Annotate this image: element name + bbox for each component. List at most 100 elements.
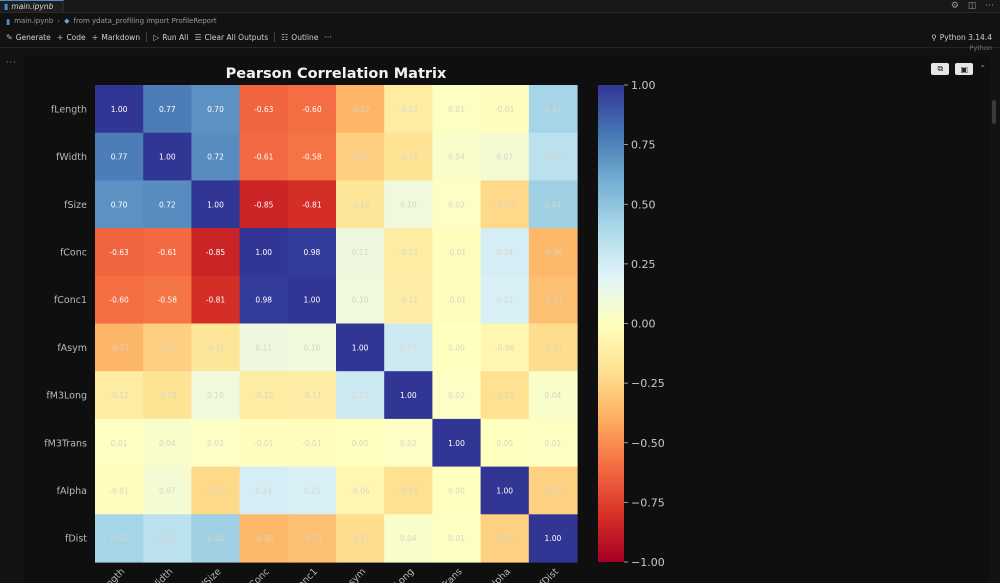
- heatmap-value-label: -0.61: [254, 153, 274, 162]
- colorbar-tick-label: 0.00: [631, 318, 656, 331]
- heatmap-value-label: -0.33: [543, 296, 563, 305]
- toolbar-more-button[interactable]: ···: [324, 33, 331, 42]
- heatmap-cell: [432, 371, 482, 420]
- heatmap-cell: [191, 85, 241, 134]
- heatmap-cell: [384, 323, 433, 372]
- heatmap-cell: [528, 323, 578, 372]
- column-tick-label: fDist: [538, 566, 562, 583]
- row-tick-label: fLength: [51, 104, 87, 115]
- heatmap-cell: [480, 514, 530, 563]
- heatmap-cell: [384, 371, 433, 420]
- heatmap-cell: [336, 275, 385, 325]
- heatmap-value-label: 0.04: [448, 153, 465, 162]
- heatmap-value-label: -0.58: [158, 296, 178, 305]
- add-code-button[interactable]: + Code: [57, 33, 86, 42]
- heatmap-cell: [480, 466, 530, 515]
- row-tick-label: fSize: [64, 200, 87, 211]
- tab-label: main.ipynb: [11, 2, 54, 11]
- heatmap-cell: [480, 228, 530, 277]
- cell-language-tag[interactable]: Python: [969, 44, 992, 52]
- heatmap-value-label: 0.02: [207, 439, 224, 448]
- heatmap-cell: [384, 466, 433, 515]
- heatmap-value-label: -0.19: [399, 486, 419, 495]
- tab-main-ipynb[interactable]: ▮ main.ipynb: [0, 0, 64, 12]
- generate-button[interactable]: ✎ Generate: [6, 33, 51, 42]
- heatmap-value-label: 1.00: [400, 391, 417, 400]
- breadcrumb-file[interactable]: main.ipynb: [14, 17, 54, 25]
- heatmap-value-label: -0.36: [254, 534, 274, 543]
- heatmap-value-label: 0.07: [159, 486, 176, 495]
- cell-output-more-button[interactable]: ···: [6, 58, 17, 67]
- heatmap-cell: [239, 85, 289, 134]
- heatmap-value-label: -0.60: [302, 105, 322, 114]
- heatmap-value-label: 0.34: [159, 534, 176, 543]
- heatmap-cell: [95, 132, 144, 181]
- split-editor-icon[interactable]: ◫: [967, 1, 977, 11]
- heatmap-cell: [432, 132, 482, 181]
- heatmap-cell: [336, 85, 385, 134]
- colorbar-tick-label: 0.25: [631, 258, 656, 271]
- heatmap-cell: [384, 514, 433, 563]
- scroll-up-icon[interactable]: ⌃: [979, 64, 986, 73]
- heatmap-value-label: 0.10: [352, 296, 369, 305]
- heatmap-value-label: -0.18: [158, 391, 178, 400]
- heatmap-cell: [143, 514, 192, 563]
- plus-icon: +: [91, 32, 99, 42]
- column-tick-label: fConc: [245, 566, 272, 583]
- toolbar-divider: [274, 32, 276, 42]
- heatmap-cell: [95, 323, 144, 372]
- output-scrollbar[interactable]: [992, 100, 996, 124]
- run-all-button[interactable]: ▷ Run All: [153, 33, 188, 42]
- heatmap-cell: [432, 180, 482, 229]
- column-tick-label: fAlpha: [484, 566, 513, 583]
- add-markdown-button[interactable]: + Markdown: [92, 33, 140, 42]
- save-output-button[interactable]: ▣: [955, 63, 974, 75]
- heatmap-cell: [95, 85, 144, 134]
- heatmap-value-label: 0.23: [304, 486, 321, 495]
- chevron-right-icon: ›: [57, 17, 61, 25]
- heatmap-cell: [432, 85, 482, 134]
- kernel-picker[interactable]: ⚲ Python 3.14.4: [931, 30, 992, 44]
- heatmap-cell: [239, 418, 289, 468]
- heatmap-cell: [336, 323, 385, 372]
- heatmap-value-label: -0.85: [206, 248, 226, 257]
- heatmap-cell: [432, 418, 482, 468]
- heatmap-value-label: -0.36: [543, 248, 563, 257]
- heatmap-value-label: 0.00: [448, 486, 465, 495]
- outline-button[interactable]: ☷ Outline: [281, 33, 318, 42]
- breadcrumb-cell[interactable]: from ydata_profiling import ProfileRepor…: [73, 17, 217, 25]
- column-tick-label: fLength: [94, 566, 127, 583]
- heatmap-value-label: 0.01: [448, 534, 465, 543]
- heatmap-value-label: -0.63: [254, 105, 274, 114]
- heatmap-cell: [384, 132, 433, 181]
- clear-all-outputs-button[interactable]: ☰ Clear All Outputs: [194, 33, 268, 42]
- heatmap-cell: [287, 228, 337, 277]
- heatmap-value-label: -0.27: [350, 153, 370, 162]
- column-tick-label: fWidth: [146, 566, 176, 583]
- heatmap-value-label: -0.16: [350, 200, 370, 209]
- notebook-icon: ▮: [6, 16, 11, 26]
- output-actions: ⧉ ▣ ⌃: [931, 63, 986, 75]
- heatmap-value-label: 0.01: [448, 105, 465, 114]
- copy-output-button[interactable]: ⧉: [931, 63, 950, 75]
- heatmap-cell: [384, 228, 433, 277]
- heatmap-cell: [239, 132, 289, 181]
- heatmap-cell: [287, 132, 337, 181]
- heatmap-cell: [191, 323, 241, 372]
- editor-actions: ⚙ ◫ ···: [951, 0, 994, 12]
- colorbar-tick-label: −0.75: [631, 496, 665, 509]
- more-actions-icon[interactable]: ···: [985, 1, 994, 11]
- heatmap-cell: [191, 228, 241, 277]
- heatmap-value-label: -0.06: [350, 486, 370, 495]
- run-all-icon: ▷: [153, 32, 160, 42]
- heatmap-value-label: 0.44: [207, 534, 224, 543]
- heatmap-cell: [239, 371, 289, 420]
- heatmap-cell: [191, 132, 241, 181]
- heatmap-cell: [143, 180, 192, 229]
- column-labels: fLength fWidth fSize fConc fConc1 fAsym fM3Lon…: [94, 566, 561, 583]
- heatmap-cell: [95, 466, 144, 515]
- heatmap-cell: [143, 132, 192, 181]
- heatmap-cell: [480, 275, 530, 325]
- heatmap-cell: [528, 180, 578, 229]
- settings-gear-icon[interactable]: ⚙: [950, 1, 959, 11]
